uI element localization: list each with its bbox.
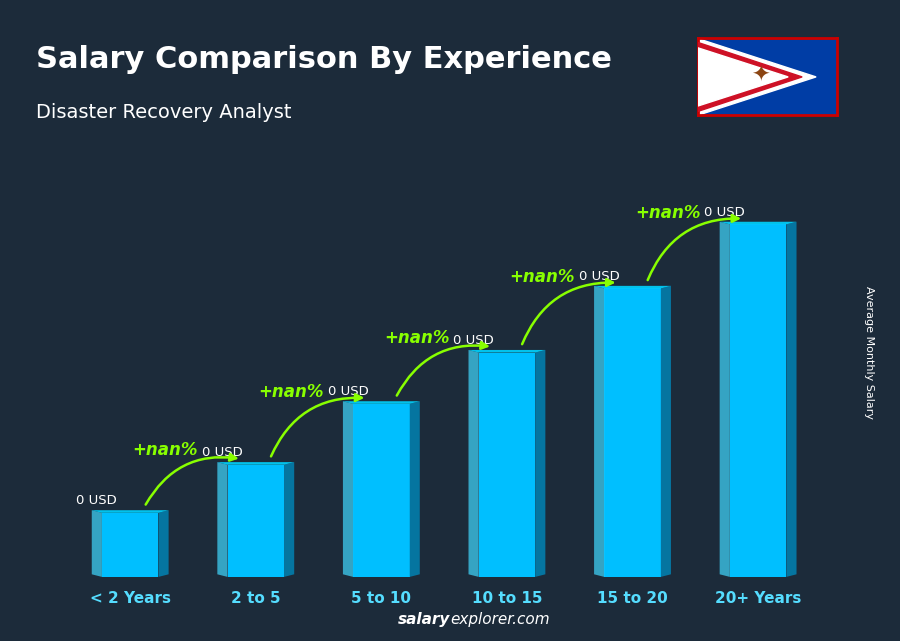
Polygon shape [698, 47, 788, 106]
Text: +nan%: +nan% [383, 329, 449, 347]
Text: 0 USD: 0 USD [579, 270, 619, 283]
Polygon shape [594, 286, 604, 577]
Bar [604, 288, 661, 577]
Polygon shape [594, 286, 670, 288]
Text: explorer.com: explorer.com [450, 612, 550, 627]
Polygon shape [661, 286, 670, 577]
Polygon shape [536, 350, 545, 577]
Text: salary: salary [398, 612, 450, 627]
Polygon shape [92, 510, 168, 513]
Polygon shape [284, 462, 294, 577]
Text: 0 USD: 0 USD [76, 494, 117, 507]
Text: 0 USD: 0 USD [202, 446, 243, 459]
Bar [479, 353, 536, 577]
Text: Disaster Recovery Analyst: Disaster Recovery Analyst [36, 103, 292, 122]
Bar [228, 465, 284, 577]
Polygon shape [469, 350, 479, 577]
Polygon shape [343, 401, 419, 404]
Text: +nan%: +nan% [634, 204, 700, 222]
Bar [353, 404, 410, 577]
Text: 0 USD: 0 USD [705, 206, 745, 219]
Polygon shape [92, 510, 102, 577]
Polygon shape [698, 42, 802, 112]
Polygon shape [343, 401, 353, 577]
Polygon shape [720, 222, 730, 577]
Text: +nan%: +nan% [509, 268, 575, 286]
Text: 0 USD: 0 USD [328, 385, 368, 398]
Polygon shape [469, 350, 545, 353]
Bar [102, 513, 158, 577]
Polygon shape [787, 222, 796, 577]
Polygon shape [217, 462, 294, 465]
Text: +nan%: +nan% [258, 383, 324, 401]
Polygon shape [410, 401, 419, 577]
Text: ✦: ✦ [751, 65, 770, 85]
Polygon shape [158, 510, 168, 577]
Text: 0 USD: 0 USD [454, 334, 494, 347]
Polygon shape [698, 38, 816, 115]
Text: +nan%: +nan% [132, 441, 198, 459]
Bar [730, 224, 787, 577]
Text: Average Monthly Salary: Average Monthly Salary [863, 286, 874, 419]
Text: Salary Comparison By Experience: Salary Comparison By Experience [36, 45, 612, 74]
Polygon shape [217, 462, 228, 577]
Polygon shape [720, 222, 796, 224]
